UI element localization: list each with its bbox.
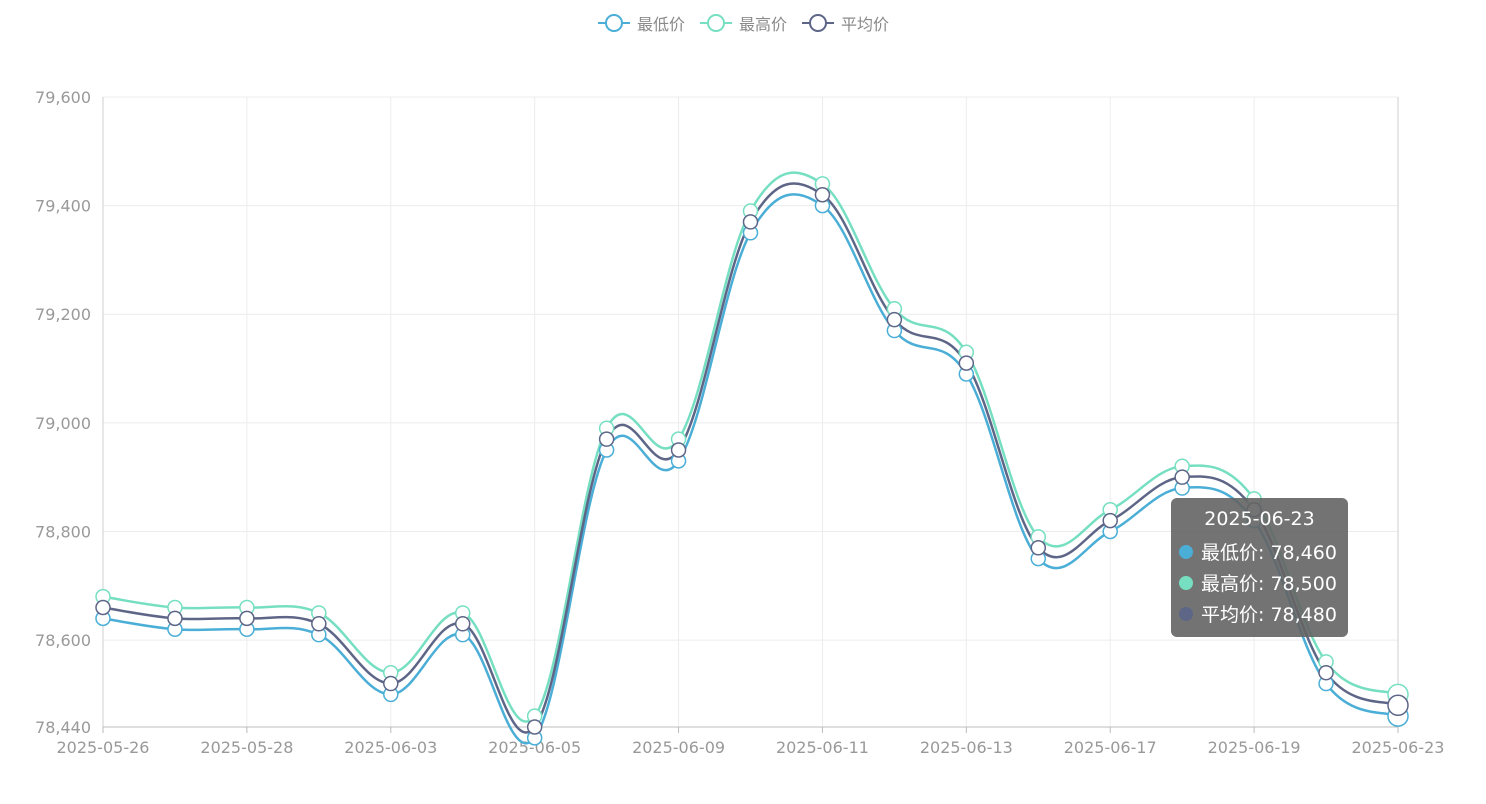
tooltip-row-label: 最低价: 78,460 xyxy=(1201,542,1337,564)
y-tick-label: 79,000 xyxy=(35,414,91,433)
legend-line-circle-icon xyxy=(597,14,630,32)
data-point xyxy=(167,610,183,627)
data-point xyxy=(526,719,543,735)
legend-item-min-price[interactable]: 最低价 xyxy=(597,11,685,35)
series-layer xyxy=(95,171,1409,746)
axes: 79,600 79,400 79,200 79,000 78,800 78,600 78,4… xyxy=(35,88,1444,757)
tooltip-series-dot xyxy=(1179,606,1193,621)
data-point xyxy=(598,431,615,447)
tooltip-row-min: 最低价: 78,460 xyxy=(1179,536,1340,567)
legend-line-circle-icon xyxy=(802,14,834,32)
tooltip-row-avg: 平均价: 78,480 xyxy=(1179,598,1340,629)
series-line-0 xyxy=(102,193,1399,745)
legend-label-max-price: 最高价 xyxy=(738,15,787,34)
data-point xyxy=(95,599,111,616)
legend-line-circle-icon xyxy=(699,14,732,32)
x-tick-label: 2025-06-09 xyxy=(632,738,725,757)
x-tick-label: 2025-06-05 xyxy=(488,738,581,757)
x-tick-label: 2025-06-19 xyxy=(1208,738,1301,757)
tooltip-row-label: 平均价: 78,480 xyxy=(1201,604,1337,626)
y-tick-label: 78,440 xyxy=(35,718,91,737)
data-point xyxy=(1030,540,1047,556)
data-point xyxy=(1174,469,1190,485)
legend-item-max-price[interactable]: 最高价 xyxy=(699,11,787,35)
chart-legend: 最低价 最高价 平均价 xyxy=(0,8,1486,38)
data-point xyxy=(958,355,975,371)
data-point xyxy=(1387,694,1409,717)
data-point xyxy=(742,214,759,230)
data-point xyxy=(670,442,687,458)
y-tick-label: 78,800 xyxy=(35,522,91,541)
x-tick-label: 2025-06-13 xyxy=(920,738,1013,757)
series-line-2 xyxy=(102,182,1399,734)
x-tick-label: 2025-06-03 xyxy=(344,738,437,757)
legend-item-avg-price[interactable]: 平均价 xyxy=(801,11,889,35)
y-tick-label: 79,200 xyxy=(35,305,91,324)
data-point xyxy=(1318,664,1334,681)
data-point xyxy=(454,616,471,632)
x-tick-label: 2025-05-28 xyxy=(200,738,293,757)
series-line-1 xyxy=(102,171,1399,723)
data-point xyxy=(239,610,255,627)
data-point xyxy=(311,616,327,632)
tooltip-title: 2025-06-23 xyxy=(1204,508,1315,530)
legend-label-min-price: 最低价 xyxy=(636,15,685,34)
data-point xyxy=(1102,512,1118,529)
tooltip-series-dot xyxy=(1179,575,1193,590)
x-tick-label: 2025-05-26 xyxy=(57,738,150,757)
tooltip-row-max: 最高价: 78,500 xyxy=(1179,567,1340,598)
y-tick-label: 79,400 xyxy=(35,197,91,216)
data-point xyxy=(383,675,399,692)
x-tick-label: 2025-06-23 xyxy=(1352,738,1445,757)
y-tick-label: 78,600 xyxy=(35,631,91,650)
tooltip-row-label: 最高价: 78,500 xyxy=(1201,573,1337,595)
tooltip-series-dot xyxy=(1179,544,1193,559)
x-tick-label: 2025-06-11 xyxy=(776,738,869,757)
data-point xyxy=(814,187,831,203)
legend-label-avg-price: 平均价 xyxy=(841,15,890,34)
data-tooltip: 2025-06-23 最低价: 78,460 最高价: 78,500 平均价: … xyxy=(1171,498,1348,637)
y-tick-label: 79,600 xyxy=(35,88,91,107)
data-point xyxy=(886,311,903,328)
x-tick-label: 2025-06-17 xyxy=(1064,738,1157,757)
